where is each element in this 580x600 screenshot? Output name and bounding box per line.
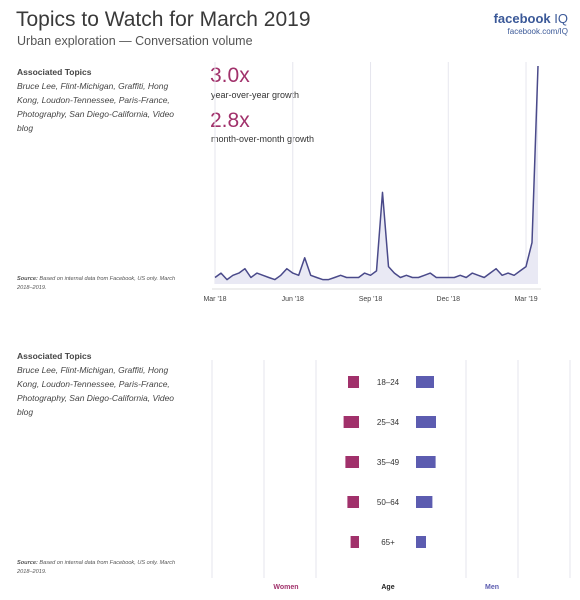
stat-mom-value: 2.8x — [210, 109, 250, 132]
brand-suffix: IQ — [554, 11, 568, 26]
stat-mom-label: month-over-month growth — [211, 134, 315, 144]
women-bar — [348, 376, 359, 388]
legend-women: Women — [273, 584, 298, 591]
source-note-1: Source: Based on internal data from Face… — [17, 275, 177, 292]
brand-url[interactable]: facebook.com/IQ — [507, 27, 568, 36]
brand-name: facebook — [493, 11, 551, 26]
men-bar — [416, 456, 436, 468]
men-bar — [416, 376, 434, 388]
x-tick-label: Jun '18 — [282, 296, 304, 303]
source-text-1: Based on internal data from Facebook, US… — [17, 276, 176, 291]
men-bar — [416, 416, 436, 428]
age-category-label: 25–34 — [377, 418, 400, 427]
source-note-2: Source: Based on internal data from Face… — [17, 559, 177, 576]
women-bar — [347, 496, 359, 508]
x-tick-label: Mar '19 — [514, 296, 537, 303]
x-tick-label: Dec '18 — [437, 296, 461, 303]
legend-age: Age — [381, 584, 394, 591]
men-bar — [416, 536, 426, 548]
age-category-label: 18–24 — [377, 378, 400, 387]
legend-men: Men — [485, 584, 499, 591]
topics-heading-2: Associated Topics — [17, 351, 92, 361]
source-label-1: Source: — [17, 276, 38, 282]
x-tick-label: Mar '18 — [203, 296, 226, 303]
topics-list-2: Bruce Lee, Flint-Michigan, Graffiti, Hon… — [17, 365, 175, 417]
source-text-2: Based on internal data from Facebook, US… — [17, 560, 176, 575]
age-category-label: 65+ — [381, 538, 395, 547]
brand-logo: facebook IQ facebook.com/IQ — [494, 11, 568, 36]
women-bar — [350, 536, 359, 548]
stat-yoy-label: year-over-year growth — [211, 90, 300, 100]
men-bar — [416, 496, 433, 508]
series-line — [214, 65, 539, 281]
page-subtitle: Urban exploration — Conversation volume — [17, 34, 253, 48]
source-label-2: Source: — [17, 560, 38, 566]
topics-list-1: Bruce Lee, Flint-Michigan, Graffiti, Hon… — [17, 81, 175, 133]
page-title: Topics to Watch for March 2019 — [16, 8, 311, 31]
topics-heading-1: Associated Topics — [17, 67, 92, 77]
x-tick-label: Sep '18 — [359, 296, 383, 303]
stat-yoy-value: 3.0x — [210, 64, 250, 87]
women-bar — [343, 416, 359, 428]
age-category-label: 50–64 — [377, 498, 400, 507]
age-category-label: 35–49 — [377, 458, 400, 467]
women-bar — [345, 456, 359, 468]
